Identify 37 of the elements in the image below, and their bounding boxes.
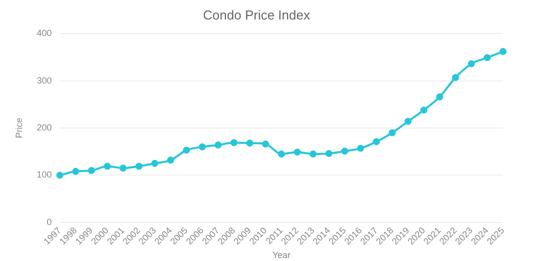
point <box>72 168 80 175</box>
y-tick-label: 0 <box>46 216 52 227</box>
point <box>120 164 127 172</box>
chart-title: Condo Price Index <box>203 7 310 22</box>
point <box>372 138 380 146</box>
y-tick-label: 400 <box>36 28 52 38</box>
x-axis-title: Year <box>272 250 290 260</box>
point <box>436 93 444 100</box>
point <box>310 150 317 158</box>
point <box>294 148 301 156</box>
point <box>104 162 111 170</box>
point <box>56 172 64 179</box>
point <box>388 129 396 136</box>
point <box>88 166 95 174</box>
y-axis-title: Price <box>14 118 24 138</box>
point <box>135 162 142 170</box>
point <box>214 141 222 148</box>
point <box>151 160 158 167</box>
point <box>182 146 190 154</box>
point <box>484 54 491 62</box>
point <box>357 144 364 152</box>
point <box>341 148 348 155</box>
y-tick-label: 200 <box>36 122 52 132</box>
y-tick-label: 100 <box>36 170 52 180</box>
point <box>452 74 460 81</box>
point <box>198 143 206 150</box>
point <box>246 140 254 147</box>
point <box>230 139 238 146</box>
point <box>404 118 412 125</box>
point <box>500 48 506 56</box>
y-tick-label: 300 <box>36 75 52 86</box>
point <box>262 140 270 148</box>
point <box>325 150 332 157</box>
point <box>468 60 475 68</box>
point <box>278 150 285 158</box>
point <box>167 156 174 164</box>
point <box>420 106 428 114</box>
